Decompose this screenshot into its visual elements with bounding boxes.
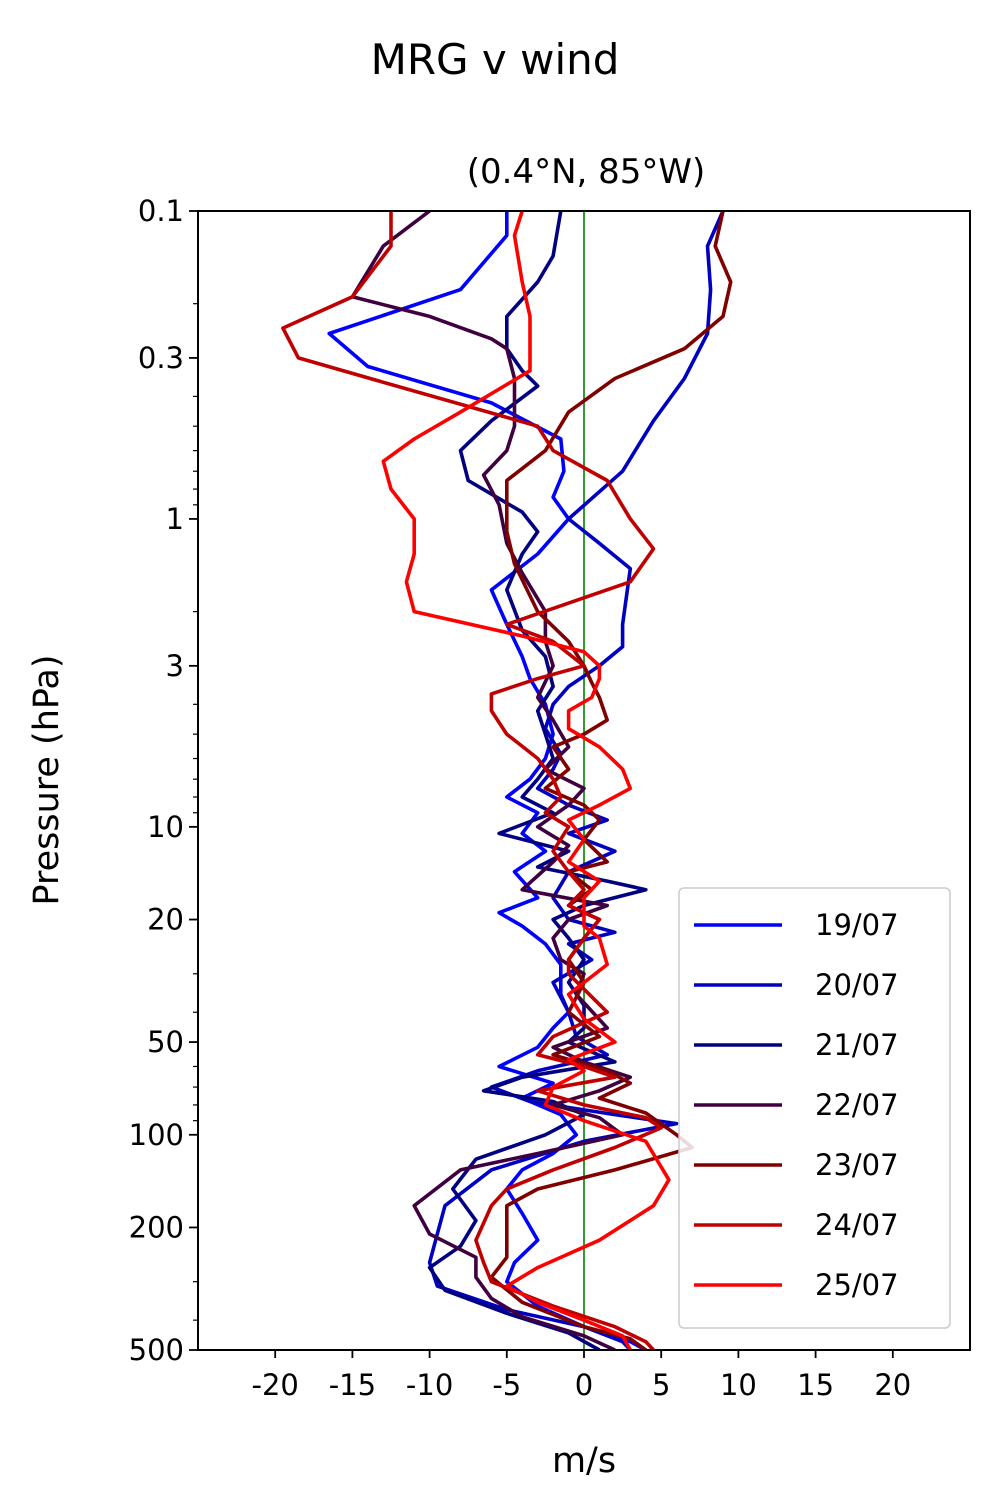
- series-line-4: [489, 211, 733, 1350]
- y-tick-label: 500: [129, 1333, 184, 1367]
- x-tick-label: 10: [720, 1368, 757, 1402]
- legend-box: [678, 887, 951, 1329]
- y-tick-label: 0.1: [138, 194, 184, 228]
- y-tick-label: 200: [129, 1210, 184, 1244]
- legend-label: 22/07: [815, 1088, 899, 1122]
- x-axis: -20 -15 -10 -5 0 5 10 15 20: [252, 1350, 911, 1402]
- x-tick-label: 20: [874, 1368, 911, 1402]
- x-tick-label: -15: [329, 1368, 376, 1402]
- x-tick-label: -10: [406, 1368, 453, 1402]
- y-axis: 0.1 0.3 1 3 10 20 50 100 200 500: [129, 194, 198, 1367]
- chart-suptitle: MRG v wind: [371, 35, 620, 84]
- y-tick-label: 50: [147, 1025, 184, 1059]
- series-group: [281, 211, 733, 1350]
- y-axis-title: Pressure (hPa): [27, 654, 67, 905]
- legend-label: 25/07: [815, 1268, 899, 1302]
- series-line-1: [427, 211, 725, 1350]
- y-tick-label: 0.3: [138, 341, 184, 375]
- series-line-3: [350, 211, 633, 1350]
- chart-title: (0.4°N, 85°W): [467, 152, 706, 192]
- x-axis-title: m/s: [552, 1441, 616, 1481]
- series-line-5: [281, 211, 663, 1350]
- y-tick-label: 100: [129, 1118, 184, 1152]
- x-tick-label: 15: [797, 1368, 834, 1402]
- legend-label: 19/07: [815, 908, 899, 942]
- legend-label: 23/07: [815, 1148, 899, 1182]
- y-tick-label: 20: [147, 903, 184, 937]
- series-line-6: [381, 211, 671, 1350]
- series-line-2: [427, 211, 648, 1350]
- y-tick-label: 10: [147, 810, 184, 844]
- y-tick-label: 1: [166, 502, 184, 536]
- x-tick-label: 0: [575, 1368, 593, 1402]
- legend-label: 24/07: [815, 1208, 899, 1242]
- y-tick-label: 3: [166, 649, 184, 683]
- legend-label: 21/07: [815, 1028, 899, 1062]
- x-tick-label: 5: [652, 1368, 670, 1402]
- x-tick-label: -5: [492, 1368, 521, 1402]
- legend: 19/07 20/07 21/07 22/07 23/07 24/07 25/07: [678, 887, 951, 1329]
- legend-label: 20/07: [815, 968, 899, 1002]
- x-tick-label: -20: [252, 1368, 299, 1402]
